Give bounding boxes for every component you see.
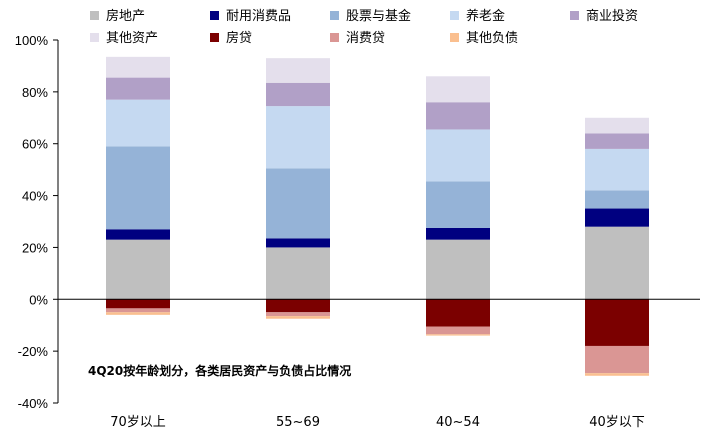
bar-segment [426, 129, 490, 182]
legend-swatch [210, 33, 219, 42]
legend-item: 耐用消费品 [210, 9, 291, 24]
bar-segment [106, 308, 170, 313]
bar-segment [106, 77, 170, 100]
legend-item: 养老金 [450, 8, 505, 24]
legend-label: 消费贷 [346, 31, 385, 46]
legend-item: 其他负债 [450, 31, 518, 46]
bar-segment [266, 106, 330, 169]
legend-label: 商业投资 [586, 8, 638, 24]
bar-segment [106, 299, 170, 309]
bar-segment [266, 316, 330, 319]
bar-segment [585, 117, 649, 134]
legend-swatch [210, 11, 219, 20]
legend-label: 股票与基金 [346, 8, 411, 24]
bar-segment [585, 299, 649, 346]
bar-segment [426, 239, 490, 300]
x-tick-label: 40岁以下 [589, 415, 645, 430]
legend-item: 消费贷 [330, 31, 385, 46]
bar-segment [106, 146, 170, 230]
bar-segment [585, 208, 649, 227]
bar-segment [585, 148, 649, 191]
legend-swatch [330, 11, 339, 20]
bar-segment [106, 56, 170, 78]
legend-item: 商业投资 [570, 8, 638, 24]
y-tick-label: 80% [22, 85, 48, 100]
y-tick-label: 40% [22, 189, 48, 204]
bar-segment [266, 238, 330, 248]
bar-segment [426, 102, 490, 130]
bar-segment [266, 82, 330, 107]
legend-swatch [330, 33, 339, 42]
bar-segment [106, 99, 170, 147]
legend-item: 其他资产 [90, 31, 158, 46]
y-tick-label: 60% [22, 137, 48, 152]
bar-segment [585, 226, 649, 300]
bar-segment [426, 181, 490, 228]
legend-label: 养老金 [466, 8, 505, 24]
x-axis: 70岁以上 55~69 40~54 40岁以下 [58, 298, 700, 430]
legend-item: 房贷 [210, 30, 252, 46]
legend-label: 其他负债 [466, 31, 518, 46]
bar-segment [106, 229, 170, 240]
x-tick-label: 55~69 [276, 415, 320, 430]
bar-segment [426, 334, 490, 336]
legend-swatch [90, 11, 99, 20]
legend-item: 股票与基金 [330, 8, 411, 24]
legend-swatch [450, 11, 459, 20]
legend-item: 房地产 [90, 8, 145, 24]
bar-segment [266, 168, 330, 239]
legend-swatch [450, 33, 459, 42]
y-tick-label: 20% [22, 240, 48, 255]
y-tick-label: -40% [18, 396, 49, 411]
bar-segment [585, 133, 649, 149]
bars [106, 56, 649, 376]
bar-segment [585, 190, 649, 209]
y-tick-label: 100% [15, 33, 49, 48]
legend-label: 房地产 [106, 8, 145, 24]
bar-segment [266, 58, 330, 83]
bar-segment [266, 312, 330, 317]
bar-segment [106, 312, 170, 315]
y-tick-label: 0% [29, 292, 48, 307]
bar-segment [266, 299, 330, 313]
chart-annotation: 4Q20按年龄划分，各类居民资产与负债占比情况 [88, 363, 351, 378]
bar-segment [426, 299, 490, 327]
legend-label: 房贷 [226, 30, 252, 46]
legend-label: 其他资产 [106, 31, 158, 46]
bar-segment [585, 373, 649, 376]
y-axis: -40% -20% 0% 20% 40% 60% 80% 100% [15, 33, 59, 411]
bar-segment [426, 76, 490, 103]
x-tick-label: 40~54 [436, 415, 480, 430]
legend-swatch [570, 11, 579, 20]
bar-segment [426, 227, 490, 240]
bar-segment [106, 239, 170, 300]
legend-swatch [90, 33, 99, 42]
legend-label: 耐用消费品 [226, 9, 291, 24]
bar-segment [426, 326, 490, 335]
y-tick-label: -20% [18, 344, 49, 359]
bar-segment [585, 345, 649, 374]
bar-segment [266, 247, 330, 300]
x-tick-label: 70岁以上 [110, 415, 166, 430]
